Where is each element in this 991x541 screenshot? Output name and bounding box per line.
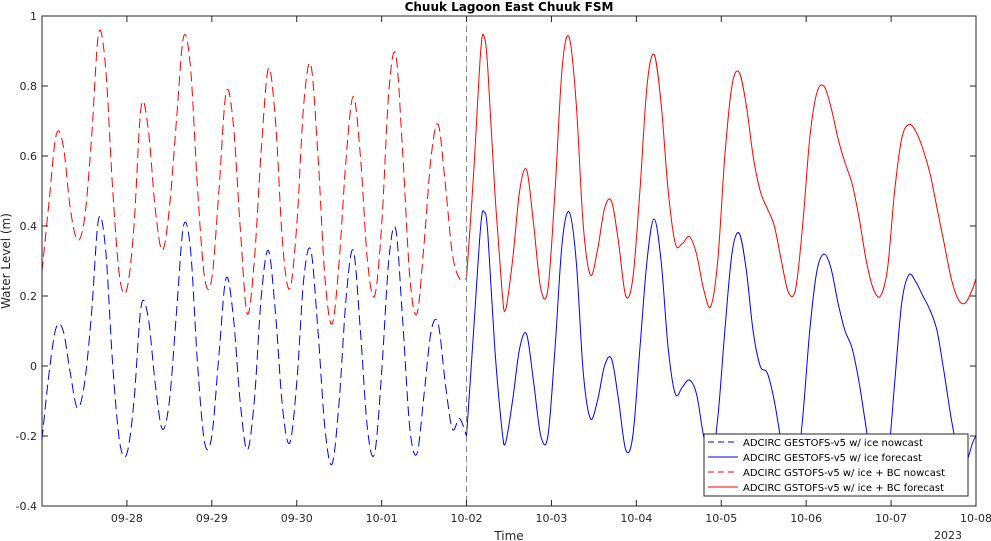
y-tick-label: 0.8 (20, 80, 38, 93)
legend-label: ADCIRC GSTOFS-v5 w/ ice + BC forecast (743, 483, 944, 494)
legend-label: ADCIRC GSTOFS-v5 w/ ice + BC nowcast (743, 468, 945, 479)
y-tick-label: 0.4 (20, 220, 38, 233)
x-axis-title: Time (493, 529, 523, 541)
series-line-0 (41, 215, 467, 466)
x-tick-label: 09-29 (196, 512, 228, 525)
plot-frame (41, 15, 977, 507)
y-tick-label: 0.6 (20, 150, 38, 163)
y-tick-label: 1 (30, 10, 37, 23)
x-tick-label: 10-08 (960, 512, 991, 525)
chart-title: Chuuk Lagoon East Chuuk FSM (405, 0, 614, 14)
legend-label: ADCIRC GESTOFS-v5 w/ ice forecast (743, 453, 922, 464)
plot-area (42, 16, 976, 506)
series-line-3 (466, 33, 977, 312)
legend-label: ADCIRC GESTOFS-v5 w/ ice nowcast (743, 438, 923, 449)
x-tick-label: 10-01 (366, 512, 398, 525)
y-tick-label: -0.2 (16, 430, 37, 443)
y-axis-title: Water Level (m) (0, 213, 13, 309)
x-tick-label: 10-07 (875, 512, 907, 525)
x-tick-label: 10-02 (451, 512, 483, 525)
x-tick-label: 10-03 (535, 512, 567, 525)
x-tick-label: 09-30 (281, 512, 313, 525)
y-tick-label: 0.2 (20, 290, 38, 303)
y-tick-label: -0.4 (16, 500, 37, 513)
legend: ADCIRC GESTOFS-v5 w/ ice nowcast ADCIRC … (703, 433, 969, 497)
series-line-2 (41, 29, 467, 325)
x-tick-label: 10-04 (620, 512, 652, 525)
x-tick-label: 09-28 (111, 512, 143, 525)
x-tick-label: 10-06 (790, 512, 822, 525)
y-tick-label: 0 (30, 360, 37, 373)
legend-box (703, 433, 969, 497)
x-tick-label: 10-05 (705, 512, 737, 525)
tick-layer: -0.4 -0.2 0 0.2 0.4 0.6 0.8 1 09-28 09-29 09-30 10-… (16, 10, 991, 525)
year-label: 2023 (934, 529, 962, 541)
